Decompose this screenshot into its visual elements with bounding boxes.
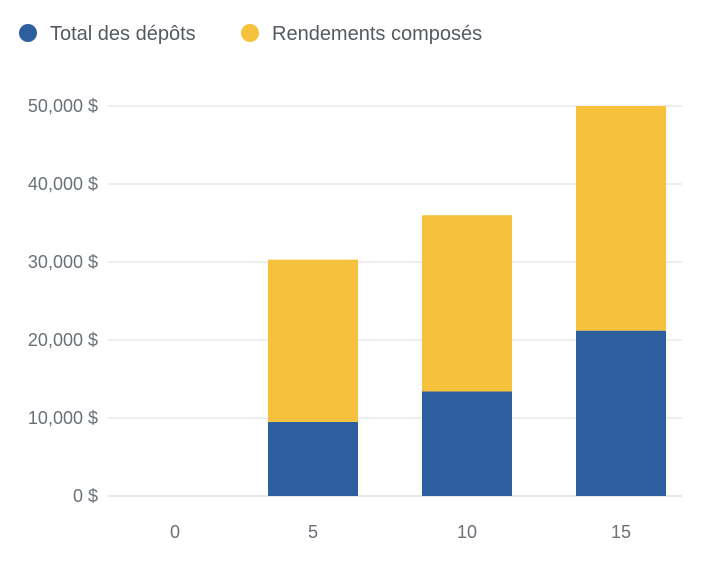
bar-15-series-1[interactable] bbox=[576, 330, 666, 496]
x-axis-ticks: 0 5 10 15 bbox=[170, 522, 631, 542]
legend-marker-1 bbox=[19, 24, 37, 42]
x-tick-label: 15 bbox=[611, 522, 631, 542]
legend-marker-2 bbox=[241, 24, 259, 42]
bar-10-series-1[interactable] bbox=[422, 391, 512, 496]
legend-label-2: Rendements composés bbox=[272, 23, 482, 45]
legend-item-1[interactable]: Total des dépôts bbox=[19, 23, 196, 45]
y-tick-label: 30,000 $ bbox=[28, 252, 98, 272]
y-tick-label: 0 $ bbox=[73, 486, 98, 506]
chart-legend: Total des dépôts Rendements composés bbox=[19, 23, 482, 45]
x-tick-label: 5 bbox=[308, 522, 318, 542]
y-tick-label: 10,000 $ bbox=[28, 408, 98, 428]
x-tick-label: 10 bbox=[457, 522, 477, 542]
legend-label-1: Total des dépôts bbox=[50, 23, 196, 45]
x-tick-label: 0 bbox=[170, 522, 180, 542]
legend-item-2[interactable]: Rendements composés bbox=[241, 23, 482, 45]
bar-10-series-2[interactable] bbox=[422, 215, 512, 392]
bars bbox=[268, 106, 666, 496]
bar-5-series-2[interactable] bbox=[268, 259, 358, 422]
bar-15-series-2[interactable] bbox=[576, 106, 666, 331]
y-tick-label: 40,000 $ bbox=[28, 174, 98, 194]
y-tick-label: 50,000 $ bbox=[28, 96, 98, 116]
y-tick-label: 20,000 $ bbox=[28, 330, 98, 350]
y-axis-ticks: 0 $ 10,000 $ 20,000 $ 30,000 $ 40,000 $ 50,00… bbox=[28, 96, 98, 506]
bar-5-series-1[interactable] bbox=[268, 421, 358, 496]
